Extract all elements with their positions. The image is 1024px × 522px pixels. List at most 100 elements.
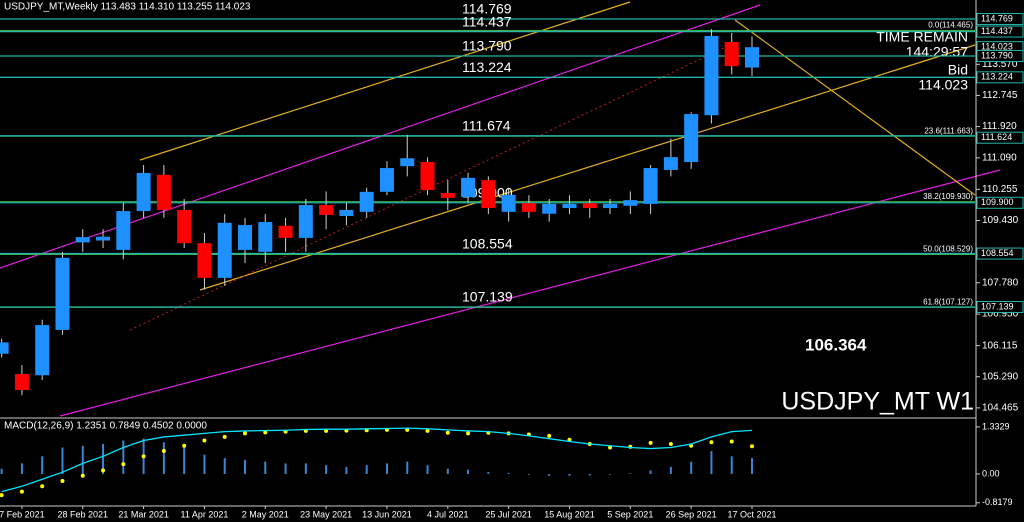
axis-label: 114.023 (981, 42, 1013, 52)
candle-body (623, 200, 638, 206)
candle-body (724, 42, 739, 67)
x-tick-label: 21 Mar 2021 (118, 509, 169, 519)
signal-dot (121, 462, 126, 467)
macd-bar (284, 463, 287, 474)
candle-body (96, 236, 111, 241)
candle-body (542, 203, 557, 214)
macd-bar (20, 463, 23, 474)
level-label: 108.554 (462, 235, 513, 251)
fib-label: 0.0(114.465) (928, 21, 973, 30)
candle-body (156, 174, 171, 210)
y-tick-label: 105.290 (982, 371, 1019, 382)
candle-body (663, 157, 678, 170)
level-label: 114.769 (462, 1, 512, 17)
level-label: 113.790 (462, 38, 512, 54)
x-tick-label: 11 Apr 2021 (181, 509, 229, 519)
axis-label-box (976, 71, 1024, 84)
y-tick-label: 104.465 (982, 403, 1019, 414)
candle-body (704, 35, 719, 116)
candle-body (0, 342, 9, 354)
macd-bar (304, 463, 307, 474)
fib-label: 23.6(111.663) (924, 126, 973, 135)
candle-body (339, 209, 354, 216)
candle-body (461, 177, 476, 198)
level-label: 113.224 (462, 59, 512, 75)
macd-bar (162, 442, 165, 474)
macd-bar (629, 473, 632, 474)
y-tick-label: 111.090 (982, 153, 1017, 164)
candle-body (379, 168, 394, 192)
candle-body (359, 191, 374, 212)
chart-title: USDJPY_MT,Weekly 113.483 114.310 113.255… (4, 2, 251, 13)
macd-bar (446, 468, 449, 474)
candle-body (745, 47, 759, 68)
macd-line (1, 427, 753, 493)
macd-bar (183, 447, 186, 474)
candle-body (319, 205, 334, 215)
y-tick-label: 107.780 (982, 277, 1019, 288)
macd-bar (588, 473, 591, 476)
candle-body (136, 172, 151, 212)
level-label: 111.674 (462, 118, 511, 134)
axis-label-box (976, 300, 1024, 313)
signal-dot (19, 489, 24, 494)
axis-label-box (976, 13, 1024, 26)
level-label: 107.139 (462, 289, 513, 305)
signal-dot (161, 449, 166, 454)
macd-bar (0, 468, 3, 474)
channel-line (199, 44, 976, 291)
macd-bar (669, 466, 672, 474)
x-tick-label: 5 Sep 2021 (607, 509, 653, 519)
candle-body (217, 222, 232, 278)
x-tick-label: 17 Oct 2021 (727, 509, 776, 519)
signal-dot (263, 430, 268, 435)
signal-dot (466, 431, 471, 436)
candle-body (440, 192, 455, 198)
candle-body (35, 325, 50, 376)
signal-dot (445, 430, 450, 435)
candle-body (298, 205, 313, 238)
axis-label-box (976, 49, 1024, 62)
y-tick-label: 111.920 (982, 121, 1017, 132)
x-tick-label: 2 May 2021 (242, 509, 289, 519)
signal-dot (101, 468, 106, 473)
macd-bar (527, 473, 530, 475)
bid-label: Bid (948, 62, 968, 78)
macd-bar (365, 465, 368, 474)
signal-dot (405, 427, 410, 432)
trend-line (129, 44, 731, 331)
candle-body (55, 257, 70, 330)
signal-dot (202, 438, 207, 443)
axis-label: 108.554 (981, 248, 1014, 258)
x-tick-label: 4 Jul 2021 (427, 509, 469, 519)
y-tick-label: -0.8179 (982, 497, 1013, 507)
signal-dot (0, 493, 4, 498)
macd-title: MACD(12,26,9) 1.2351 0.7849 0.4502 0.000… (4, 421, 207, 432)
x-tick-label: 13 Jun 2021 (362, 509, 412, 519)
candle-body (238, 225, 252, 250)
signal-dot (80, 473, 85, 478)
signal-dot (182, 443, 187, 448)
fib-label: 50.0(108.529) (923, 245, 973, 254)
signal-dot (141, 454, 146, 459)
macd-bar (81, 445, 84, 474)
signal-dot (40, 484, 45, 489)
symbol-label: USDJPY_MT W1 (781, 388, 974, 416)
candle-body (75, 237, 90, 243)
bid-value: 114.023 (918, 77, 968, 93)
macd-bar (710, 451, 713, 474)
y-tick-label: 109.430 (982, 215, 1019, 226)
time-remain: 144:29:57 (906, 44, 968, 60)
macd-bar (102, 443, 105, 474)
candle-body (400, 158, 415, 167)
y-tick-label: 1.3329 (982, 421, 1010, 431)
macd-bar (426, 465, 429, 474)
axis-label: 114.769 (981, 13, 1013, 23)
candle-body (278, 225, 293, 238)
macd-bar (41, 456, 44, 474)
macd-bar (487, 472, 490, 474)
candle-body (116, 211, 131, 250)
macd-bar (467, 469, 470, 474)
